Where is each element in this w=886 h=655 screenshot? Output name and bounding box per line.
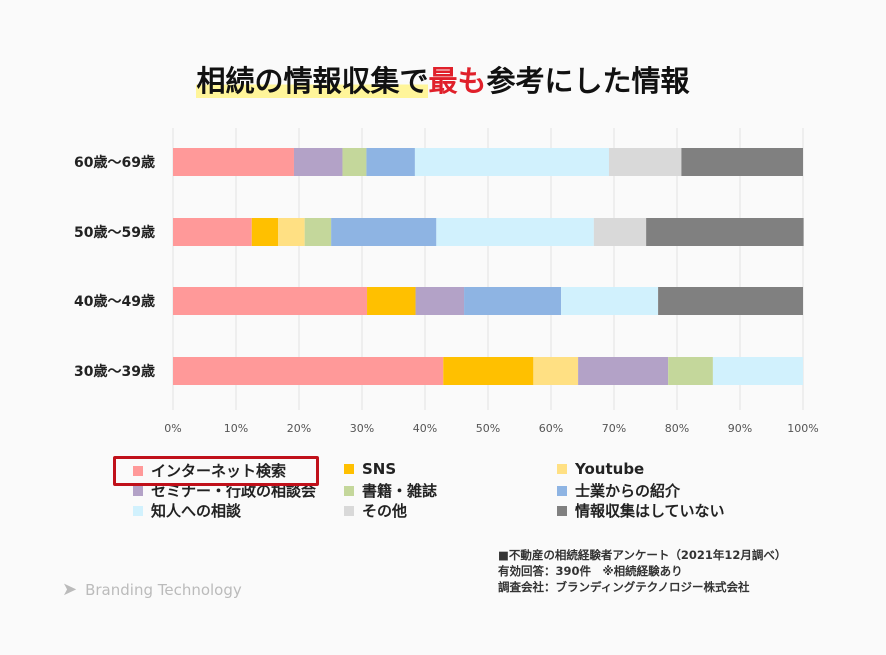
legend-swatch [344,464,354,474]
title-emphasis: 最も [428,64,487,98]
logo-text: Branding Technology [85,580,242,599]
title-part: 相続の情報収集で [196,64,429,98]
x-tick-label: 60% [539,422,563,435]
bar-segment [436,218,594,246]
x-tick-label: 80% [665,422,689,435]
x-tick-label: 90% [728,422,752,435]
legend-item: インターネット検索 [133,460,286,481]
bar-segment [173,287,368,315]
legend-label: 情報収集はしていない [575,502,725,520]
legend-label: インターネット検索 [151,462,287,480]
bar-segment [578,357,669,385]
bar-segment [366,148,415,176]
bar-segment [533,357,579,385]
legend-item: Youtube [557,460,644,478]
legend-item: 情報収集はしていない [557,500,725,521]
legend-label: 知人への相談 [151,502,242,520]
bar-segment [593,218,647,246]
legend-swatch [557,485,567,496]
legend-label: Youtube [575,460,645,478]
x-tick-label: 20% [287,422,311,435]
legend-label: その他 [362,502,408,520]
bar-segment [414,148,609,176]
logo: ➤ Branding Technology [62,579,242,600]
bar-segment [668,357,713,385]
legend-swatch [557,505,567,516]
bar-segment [173,218,252,246]
category-label: 60歳〜69歳 [74,154,155,171]
bar-segment [681,148,803,176]
logo-arrow-icon: ➤ [62,579,78,600]
legend-item: セミナー・行政の相談会 [133,480,316,501]
legend-swatch [133,465,143,476]
legend-label: 書籍・雑誌 [362,482,438,500]
bar-segment [443,357,534,385]
bar-segment [712,357,803,385]
legend-item: 書籍・雑誌 [344,480,437,501]
legend-swatch [344,485,354,496]
bar-segment [293,148,343,176]
highlight-box [113,456,319,486]
bar-segment [658,287,803,315]
legend-swatch [557,464,567,474]
bar-segment [415,287,465,315]
bar-segment [304,218,332,246]
category-label: 30歳〜39歳 [74,363,155,380]
x-tick-label: 30% [350,422,374,435]
bar-segment [251,218,279,246]
legend-item: SNS [344,460,396,478]
bar-segment [173,357,444,385]
note-line: ■不動産の相続経験者アンケート（2021年12月調べ） [498,548,787,562]
x-tick-label: 10% [224,422,248,435]
x-tick-label: 50% [476,422,500,435]
bar-segment [173,148,294,176]
bar-segment [342,148,367,176]
legend-swatch [344,505,354,516]
legend-item: 知人への相談 [133,500,241,521]
category-label: 50歳〜59歳 [74,224,155,241]
bar-segment [331,218,437,246]
x-tick-label: 70% [602,422,626,435]
note-line: 有効回答：390件 ※相続経験あり [498,564,683,578]
title-part: 参考にした情報 [486,64,690,98]
note-line: 調査会社：ブランディングテクノロジー株式会社 [498,580,750,594]
x-tick-label: 0% [164,422,181,435]
category-label: 40歳〜49歳 [74,293,155,310]
bar-segment [608,148,682,176]
survey-notes: ■不動産の相続経験者アンケート（2021年12月調べ） 有効回答：390件 ※相… [498,547,786,595]
legend-swatch [133,485,143,496]
legend-label: SNS [362,460,397,478]
bar-segment [561,287,659,315]
legend-swatch [133,505,143,516]
bar-segment [367,287,416,315]
page-title: 相続の情報収集で最も参考にした情報 [0,58,886,100]
bar-segment [464,287,562,315]
bar-segment [278,218,305,246]
legend-item: 士業からの紹介 [557,480,680,501]
legend-item: その他 [344,500,407,521]
bar-segment [646,218,804,246]
x-tick-label: 100% [787,422,818,435]
x-tick-label: 40% [413,422,437,435]
legend-label: 士業からの紹介 [575,482,681,500]
legend-label: セミナー・行政の相談会 [151,482,317,500]
